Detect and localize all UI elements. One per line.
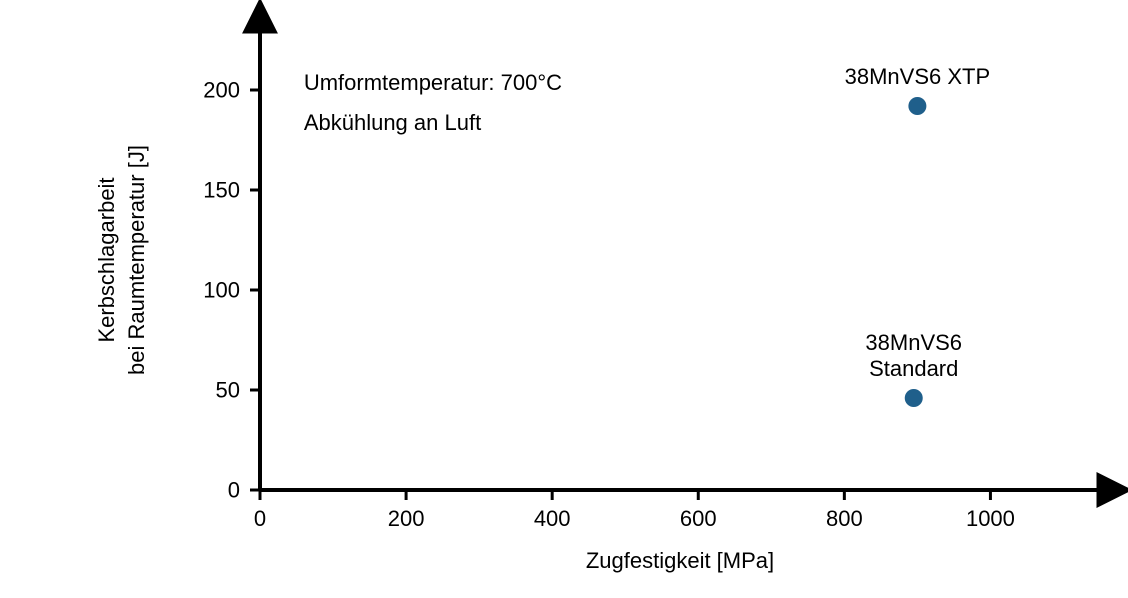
data-point-label: Standard [869, 356, 958, 381]
svg-text:Kerbschlagarbeit: Kerbschlagarbeit [94, 177, 119, 342]
x-tick-label: 200 [388, 506, 425, 531]
svg-text:bei Raumtemperatur [J]: bei Raumtemperatur [J] [124, 145, 149, 375]
x-tick-label: 800 [826, 506, 863, 531]
x-tick-label: 1000 [966, 506, 1015, 531]
y-tick-label: 150 [203, 177, 240, 202]
chart-annotation: Umformtemperatur: 700°C [304, 70, 562, 95]
y-tick-label: 50 [216, 377, 240, 402]
y-tick-label: 0 [228, 477, 240, 502]
data-point [908, 97, 926, 115]
data-point-label: 38MnVS6 XTP [845, 64, 991, 89]
y-tick-label: 100 [203, 277, 240, 302]
x-tick-label: 0 [254, 506, 266, 531]
chart-annotation: Abkühlung an Luft [304, 110, 481, 135]
chart-svg: 0 200 400 600 800 1000 0 50 100 150 200 Zugfestigke… [0, 0, 1128, 598]
x-tick-label: 600 [680, 506, 717, 531]
data-point [905, 389, 923, 407]
y-tick-label: 200 [203, 77, 240, 102]
scatter-chart: 0 200 400 600 800 1000 0 50 100 150 200 Zugfestigke… [0, 0, 1128, 598]
x-axis-label: Zugfestigkeit [MPa] [586, 548, 774, 573]
data-point-label: 38MnVS6 [865, 330, 962, 355]
x-tick-label: 400 [534, 506, 571, 531]
